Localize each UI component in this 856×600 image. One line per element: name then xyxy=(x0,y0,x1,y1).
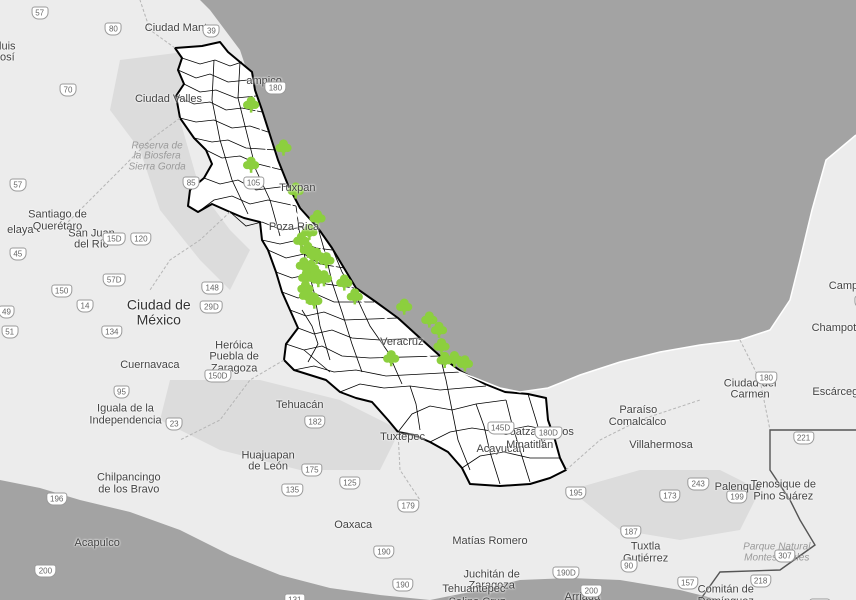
place-label: Cuernavaca xyxy=(120,359,180,372)
sierra-madre-oriental xyxy=(110,50,250,290)
highway-shield-icon: 190 xyxy=(391,578,414,592)
place-label: Ciudad de México xyxy=(126,296,191,328)
place-label: Reserva de la Biosfera Sierra Gorda xyxy=(128,139,186,172)
place-label: Campeche xyxy=(828,280,856,293)
place-label: Oaxaca xyxy=(334,518,373,531)
place-label: Veracruz xyxy=(380,336,424,349)
place-label: Tuxtla Gutiérrez xyxy=(622,540,669,564)
pacific-ocean xyxy=(0,480,430,600)
highway-shield-icon: 134 xyxy=(101,325,123,339)
highway-shield-icon: 80 xyxy=(104,22,122,36)
highway-shield-icon: 23 xyxy=(165,417,183,431)
place-label: Acapulco xyxy=(74,536,120,549)
highway-shield-icon: 57 xyxy=(9,178,27,192)
highway-shield-icon: 145D xyxy=(487,421,515,435)
highway-shield-icon: 14 xyxy=(76,299,94,313)
highway-shield-icon: 120 xyxy=(130,232,152,246)
place-label: Champotón xyxy=(811,322,856,335)
highway-shield-icon: 57D xyxy=(102,273,126,287)
highway-shield-icon: 180 xyxy=(755,371,777,385)
place-label: Huajuapan de León xyxy=(241,449,295,473)
chiapas-highlands xyxy=(570,470,760,540)
highway-shield-icon: 180D xyxy=(534,426,562,440)
highway-shield-icon: 200 xyxy=(580,584,602,598)
veracruz-state[interactable] xyxy=(174,41,567,487)
place-label: San Juan del Río xyxy=(68,227,114,251)
highway-shield-icon: 90 xyxy=(620,559,638,573)
highway-shield-icon: 70 xyxy=(59,83,77,97)
highway-shield-icon: 150 xyxy=(50,284,73,298)
highway-shield-icon: 135 xyxy=(281,483,304,497)
highway-shield-icon: 150D xyxy=(204,369,232,383)
place-label: Comitán de Domínguez xyxy=(697,583,754,600)
highway-shield-icon: 51 xyxy=(1,325,19,339)
highway-shield-icon: 307 xyxy=(774,549,796,563)
place-label: Salina Cruz xyxy=(449,597,506,600)
highway-shield-icon: 179 xyxy=(397,499,419,513)
place-label: Santiago de Querétaro xyxy=(28,208,87,232)
place-label: Tehuacán xyxy=(275,399,324,412)
highway-shield-icon: 175 xyxy=(301,463,323,477)
place-label: Tehuantepec xyxy=(442,583,506,596)
highway-shield-icon: 187 xyxy=(620,525,642,539)
place-label: ampico xyxy=(246,74,282,87)
place-label: Palenque xyxy=(714,480,762,493)
pacific-ocean-east xyxy=(430,578,720,600)
place-label: Paraíso xyxy=(619,404,658,417)
place-label: Juchitán de Zaragoza xyxy=(463,567,520,592)
highway-shield-icon: 39 xyxy=(202,24,220,38)
place-label: Chilpancingo de los Bravo xyxy=(96,471,161,496)
state-borders xyxy=(59,0,771,501)
place-label: Escárcega xyxy=(812,386,856,399)
highway-shield-icon: 243 xyxy=(687,477,709,491)
highway-shield-icon: 15D xyxy=(102,232,126,246)
highway-shield-icon: 57 xyxy=(31,6,49,20)
highway-shield-icon: 157 xyxy=(677,576,699,590)
highway-shield-icon: 196 xyxy=(46,492,68,506)
highway-shield-icon: 95 xyxy=(113,385,130,399)
highway-shield-icon: 29D xyxy=(200,300,223,314)
place-label: luis osí xyxy=(0,39,16,64)
place-label: Comalcalco xyxy=(608,416,667,429)
highway-shield-icon: 85 xyxy=(182,176,200,190)
highway-shield-icon: 148 xyxy=(201,281,223,295)
highway-shield-icon: 200 xyxy=(34,564,57,578)
sierra-madre-sur xyxy=(160,380,400,470)
highway-shield-icon: 199 xyxy=(726,490,748,504)
highway-shield-icon: 125 xyxy=(339,476,361,489)
highway-shield-icon: 218 xyxy=(749,574,772,587)
highway-shield-icon: 173 xyxy=(659,489,681,503)
place-label: Acayucan xyxy=(476,443,525,456)
place-label: Tuxpan xyxy=(279,182,316,195)
highway-shield-icon: 105 xyxy=(242,176,265,190)
place-label: Tenosique de Pino Suárez xyxy=(750,478,817,503)
highway-shield-icon: 190D xyxy=(552,566,580,580)
municipal-boundaries xyxy=(175,57,560,485)
highway-shield-icon: 182 xyxy=(304,415,326,429)
highway-shield-icon: 195 xyxy=(565,486,587,500)
place-label: Minatitlán xyxy=(506,439,554,452)
place-label: Ciudad Mante xyxy=(144,22,214,35)
place-label: Matías Romero xyxy=(452,535,528,548)
place-label: Tuxtepec xyxy=(380,430,426,443)
place-label: elaya xyxy=(7,224,34,237)
place-label: Villahermosa xyxy=(629,439,693,452)
place-label: Heróica Puebla de Zaragoza xyxy=(209,339,259,375)
coastline xyxy=(249,79,856,393)
highway-shield-icon: 45 xyxy=(9,247,27,261)
place-label: Poza Rica xyxy=(268,221,320,234)
highway-shield-icon: 221 xyxy=(792,431,815,445)
place-label: Iguala de la Independencia xyxy=(89,402,162,427)
place-label: Ciudad Valles xyxy=(134,93,203,106)
guatemala-border xyxy=(699,429,856,600)
highway-shield-icon: 131 xyxy=(284,593,306,600)
highway-shield-icon: 180 xyxy=(264,81,287,95)
highway-shield-icon: 190 xyxy=(373,545,395,559)
highway-shield-icon: 49 xyxy=(0,305,15,319)
